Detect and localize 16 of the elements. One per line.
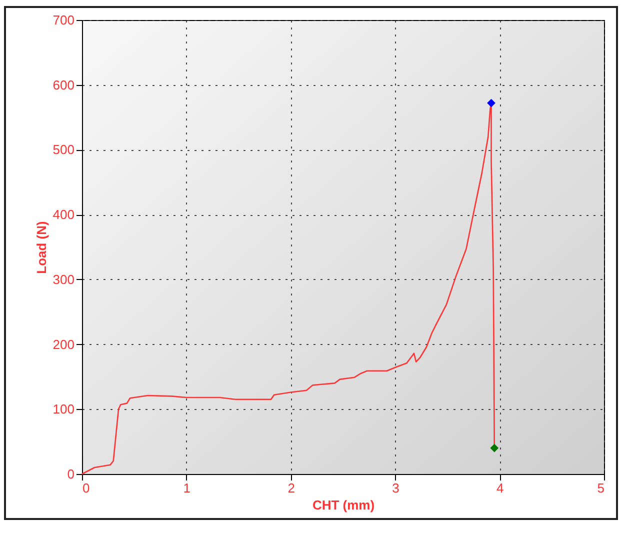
x-tick-label: 4 — [496, 480, 504, 496]
x-tick-label: 1 — [183, 480, 191, 496]
x-tick-label: 2 — [288, 480, 295, 496]
x-tick-label: 5 — [597, 480, 604, 496]
x-tick-label: 0 — [82, 480, 90, 496]
y-tick-label: 200 — [52, 336, 74, 352]
y-tick-label: 600 — [52, 77, 74, 92]
x-tick-label: 3 — [392, 480, 400, 496]
y-tick-label: 100 — [52, 402, 74, 417]
y-tick-label: 400 — [52, 207, 74, 222]
y-tick-label: 300 — [52, 272, 74, 287]
y-tick-label: 0 — [67, 466, 74, 482]
y-axis-title: Load (N) — [34, 221, 49, 274]
y-tick-label: 500 — [52, 142, 74, 158]
x-axis-title: CHT (mm) — [312, 498, 375, 512]
y-tick-label: 700 — [52, 12, 74, 28]
